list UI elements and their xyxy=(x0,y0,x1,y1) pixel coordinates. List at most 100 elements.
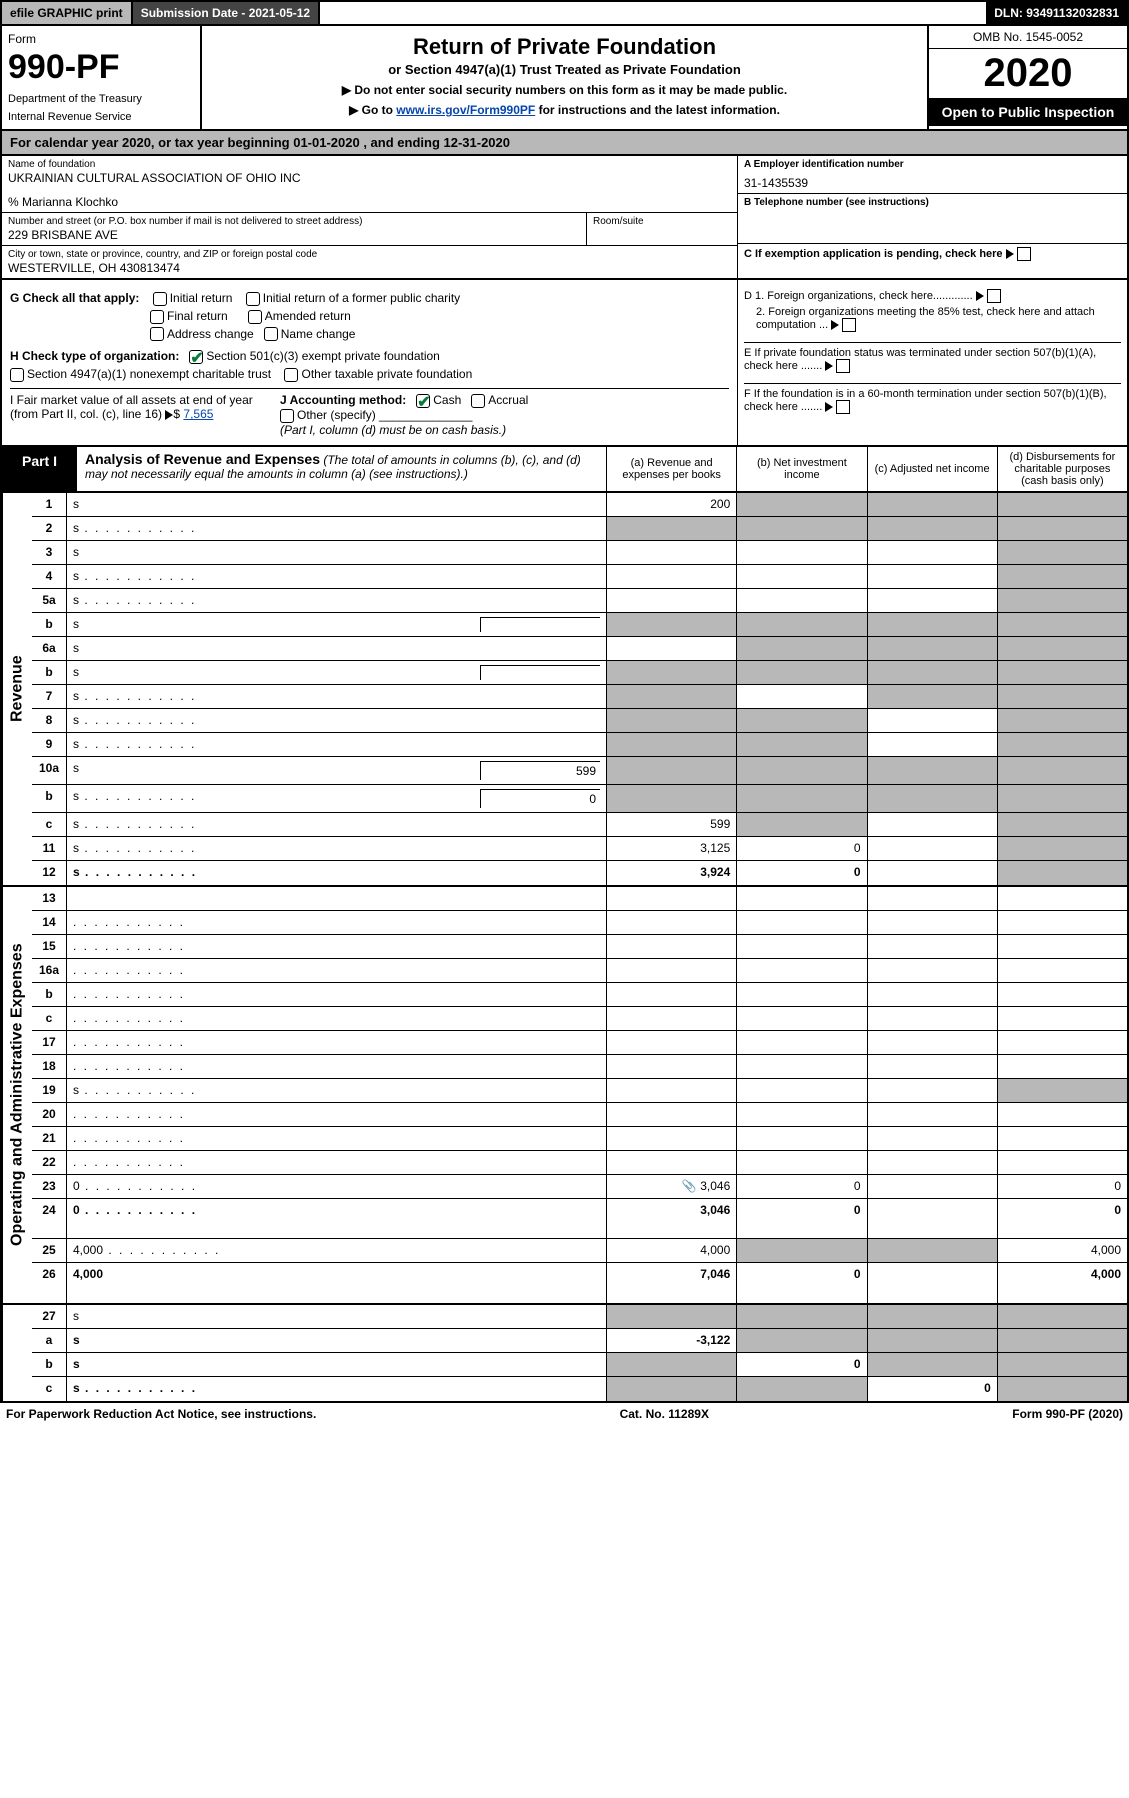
line-desc: s xyxy=(67,1329,607,1352)
cell: 599 xyxy=(607,813,737,836)
terminated-checkbox[interactable] xyxy=(836,359,850,373)
cell xyxy=(868,935,998,958)
inline-value xyxy=(480,617,600,632)
line-number: 13 xyxy=(32,887,67,910)
501c3-checkbox[interactable] xyxy=(189,350,203,364)
cell xyxy=(737,1007,867,1030)
cell xyxy=(868,911,998,934)
line-row: bs0 xyxy=(32,1353,1127,1377)
cell xyxy=(998,935,1127,958)
cell-shaded xyxy=(998,1305,1127,1328)
initial-former-checkbox[interactable] xyxy=(246,292,260,306)
cell-shaded xyxy=(607,1353,737,1376)
line-desc xyxy=(67,1031,607,1054)
line-number: 26 xyxy=(32,1263,67,1303)
tax-year: 2020 xyxy=(929,49,1127,98)
efile-label[interactable]: efile GRAPHIC print xyxy=(2,2,133,24)
d2-row: 2. Foreign organizations meeting the 85%… xyxy=(744,306,1121,332)
arrow-icon xyxy=(825,361,833,371)
cell xyxy=(868,1007,998,1030)
header-mid: Return of Private Foundation or Section … xyxy=(202,26,927,129)
line-row: 18 xyxy=(32,1055,1127,1079)
foreign-85-checkbox[interactable] xyxy=(842,318,856,332)
cell xyxy=(737,1031,867,1054)
final-return-checkbox[interactable] xyxy=(150,310,164,324)
initial-return-checkbox[interactable] xyxy=(153,292,167,306)
cell xyxy=(868,709,998,732)
foreign-org-checkbox[interactable] xyxy=(987,289,1001,303)
city-row: City or town, state or province, country… xyxy=(2,246,737,278)
part-label: Part I xyxy=(2,447,77,491)
cell xyxy=(868,1127,998,1150)
other-method-checkbox[interactable] xyxy=(280,409,294,423)
cell-shaded xyxy=(737,785,867,812)
cell-shaded xyxy=(737,517,867,540)
cell: -3,122 xyxy=(607,1329,737,1352)
other-taxable-checkbox[interactable] xyxy=(284,368,298,382)
cell-shaded xyxy=(737,709,867,732)
cell xyxy=(998,911,1127,934)
cell xyxy=(737,541,867,564)
line-desc: s xyxy=(67,637,607,660)
line-number: b xyxy=(32,1353,67,1376)
fmv-link[interactable]: 7,565 xyxy=(183,407,213,421)
cell-shaded xyxy=(737,1329,867,1352)
line-row: 9s xyxy=(32,733,1127,757)
line-desc: s xyxy=(67,589,607,612)
attach-icon[interactable]: 📎 xyxy=(682,1179,697,1193)
cell-shaded xyxy=(998,565,1127,588)
dln-label: DLN: 93491132032831 xyxy=(986,2,1127,24)
cell-shaded xyxy=(998,861,1127,885)
cell-shaded xyxy=(998,493,1127,516)
cell xyxy=(737,685,867,708)
amended-return-checkbox[interactable] xyxy=(248,310,262,324)
cell: 4,000 xyxy=(607,1239,737,1262)
line-row: 21 xyxy=(32,1127,1127,1151)
line-row: 4s xyxy=(32,565,1127,589)
summary-side xyxy=(2,1305,32,1401)
dept-treasury: Department of the Treasury xyxy=(8,93,194,105)
cell-shaded xyxy=(607,709,737,732)
cell xyxy=(998,1151,1127,1174)
line-desc: s xyxy=(67,1377,607,1401)
cell xyxy=(607,541,737,564)
cell xyxy=(607,1055,737,1078)
line-desc: s xyxy=(67,813,607,836)
line-number: b xyxy=(32,785,67,812)
cell: 3,046 xyxy=(607,1199,737,1238)
cell-shaded xyxy=(998,589,1127,612)
4947-checkbox[interactable] xyxy=(10,368,24,382)
cell xyxy=(998,1031,1127,1054)
line-row: 254,0004,0004,000 xyxy=(32,1239,1127,1263)
line-number: 2 xyxy=(32,517,67,540)
g-row3: Address change Name change xyxy=(10,327,729,342)
accrual-checkbox[interactable] xyxy=(471,394,485,408)
line-number: 14 xyxy=(32,911,67,934)
revenue-rows: 1s2002s3s4s5asbs6asbs7s8s9s10as599bs0cs5… xyxy=(32,493,1127,885)
checkboxes-block: G Check all that apply: Initial return I… xyxy=(0,280,1129,447)
line-number: 11 xyxy=(32,837,67,860)
exemption-checkbox[interactable] xyxy=(1017,247,1031,261)
line-row: 7s xyxy=(32,685,1127,709)
cell xyxy=(998,1007,1127,1030)
cell xyxy=(868,1103,998,1126)
line-row: c xyxy=(32,1007,1127,1031)
line-desc xyxy=(67,1055,607,1078)
cell: 0 xyxy=(737,1263,867,1303)
60month-checkbox[interactable] xyxy=(836,400,850,414)
cash-checkbox[interactable] xyxy=(416,394,430,408)
line-desc xyxy=(67,887,607,910)
line-row: 27s xyxy=(32,1305,1127,1329)
footer-mid: Cat. No. 11289X xyxy=(620,1407,709,1421)
cell xyxy=(998,983,1127,1006)
cell: 0 xyxy=(868,1377,998,1401)
form-url-link[interactable]: www.irs.gov/Form990PF xyxy=(396,103,535,117)
line-row: 5as xyxy=(32,589,1127,613)
cell-shaded xyxy=(998,637,1127,660)
cell-shaded xyxy=(868,613,998,636)
cell xyxy=(868,1079,998,1102)
line-row: cs0 xyxy=(32,1377,1127,1401)
cell-shaded xyxy=(998,613,1127,636)
name-change-checkbox[interactable] xyxy=(264,327,278,341)
address-change-checkbox[interactable] xyxy=(150,327,164,341)
